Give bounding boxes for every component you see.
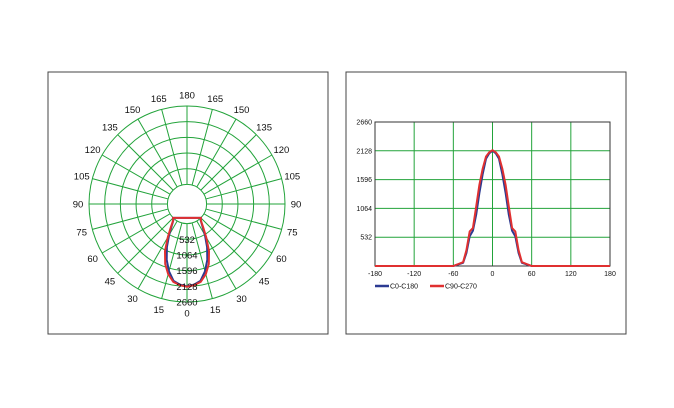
polar-grid-spoke <box>205 208 282 230</box>
polar-grid-spoke <box>203 213 273 254</box>
polar-grid-spoke <box>161 222 183 299</box>
polar-angle-label: 75 <box>287 228 298 239</box>
polar-angle-label: 45 <box>105 277 116 288</box>
polar-angle-label: 180 <box>179 91 195 102</box>
polar-grid-spoke <box>196 118 237 188</box>
polar-grid-spoke <box>191 109 213 186</box>
line-y-tick-label: 2660 <box>356 120 372 127</box>
polar-grid-spoke <box>92 178 169 200</box>
polar-angle-label: 150 <box>125 105 141 116</box>
polar-radial-label: 1596 <box>176 266 197 277</box>
line-series-c90-c270 <box>375 149 610 267</box>
line-x-tick-label: 0 <box>491 271 495 278</box>
line-y-tick-label: 1596 <box>356 177 372 184</box>
polar-angle-label: 150 <box>234 105 250 116</box>
polar-angle-label: 15 <box>210 305 221 316</box>
line-x-tick-label: -180 <box>368 271 382 278</box>
line-chart: -180 -120 -60 0 60 120 180 532 1064 1596 2128 2660 C… <box>356 120 616 291</box>
polar-angle-label: 135 <box>256 122 272 133</box>
polar-angle-label: 165 <box>207 94 223 105</box>
polar-radial-label: 1064 <box>176 250 197 261</box>
line-plot-area <box>374 121 611 267</box>
line-y-tick-label: 2128 <box>356 148 372 155</box>
polar-angle-label: 90 <box>73 200 84 211</box>
polar-grid-spoke <box>205 178 282 200</box>
polar-angle-label: 60 <box>276 254 287 265</box>
polar-angle-label: 45 <box>259 277 270 288</box>
polar-radial-label: 532 <box>179 235 195 246</box>
polar-angle-label: 105 <box>284 171 300 182</box>
polar-grid-spoke <box>101 213 171 254</box>
polar-grid-spoke <box>203 154 273 195</box>
polar-angle-label: 90 <box>291 200 302 211</box>
polar-angle-label: 30 <box>127 294 138 305</box>
line-x-tick-label: 180 <box>604 271 616 278</box>
polar-angle-label: 15 <box>153 305 164 316</box>
polar-angle-label: 165 <box>151 94 167 105</box>
polar-grid-spoke <box>161 109 183 186</box>
line-y-tick-label: 532 <box>360 235 372 242</box>
polar-grid-spoke <box>101 154 171 195</box>
polar-angle-label: 30 <box>236 294 247 305</box>
polar-angle-label: 0 <box>184 309 189 320</box>
line-x-tick-label: -60 <box>448 271 458 278</box>
polar-series-c90-c270 <box>163 216 211 288</box>
polar-angle-label: 105 <box>74 171 90 182</box>
polar-grid-spoke <box>92 208 169 230</box>
polar-grid-spoke <box>117 134 174 191</box>
polar-angle-label: 135 <box>102 122 118 133</box>
legend-label: C0-C180 <box>390 284 418 291</box>
polar-grid-spoke <box>191 222 213 299</box>
polar-radial-label: 2128 <box>176 282 197 293</box>
line-chart-frame <box>345 71 627 335</box>
line-x-tick-label: -120 <box>407 271 421 278</box>
polar-grid-spoke <box>200 217 257 274</box>
legend-label: C90-C270 <box>445 284 477 291</box>
polar-angle-label: 120 <box>273 145 289 156</box>
polar-angle-label: 120 <box>85 145 101 156</box>
polar-angle-label: 75 <box>76 228 87 239</box>
polar-radial-label: 2660 <box>176 298 197 309</box>
polar-grid-spoke <box>117 217 174 274</box>
polar-chart: 0 15 30 45 60 75 90 105 120 135 150 165 180 165 150 135… <box>73 91 302 320</box>
polar-grid-spoke <box>200 134 257 191</box>
line-y-tick-label: 1064 <box>356 206 372 213</box>
polar-chart-frame <box>47 71 329 335</box>
polar-grid-spoke <box>137 118 178 188</box>
line-x-tick-label: 120 <box>565 271 577 278</box>
polar-angle-label: 60 <box>87 254 98 265</box>
line-x-tick-label: 60 <box>528 271 536 278</box>
